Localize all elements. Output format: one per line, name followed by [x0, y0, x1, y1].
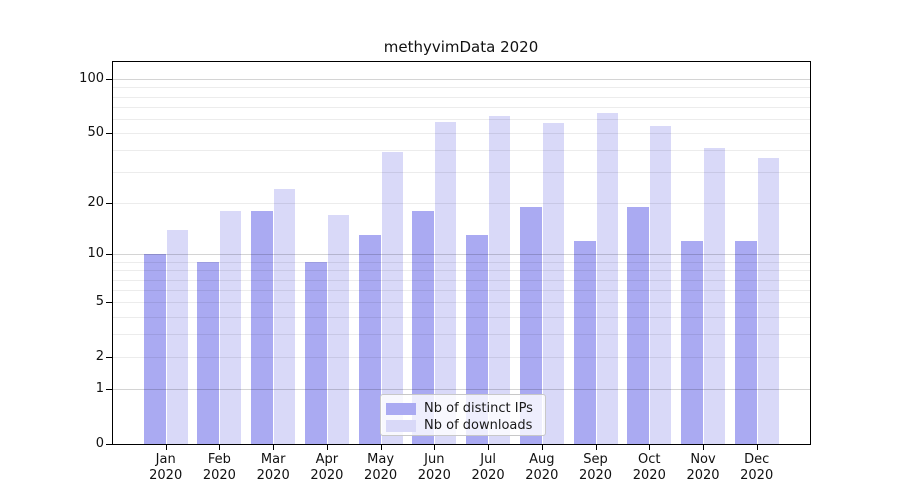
x-tick-mark — [165, 445, 167, 450]
x-tick-label: Oct 2020 — [622, 452, 676, 484]
x-tick-label: Feb 2020 — [192, 452, 246, 484]
bar-distinct-ips — [143, 254, 166, 444]
y-tick-mark — [106, 357, 112, 359]
gridline-major — [113, 79, 810, 80]
bar-distinct-ips — [573, 241, 596, 444]
bar-downloads — [166, 229, 188, 444]
legend-item-downloads: Nb of downloads — [386, 417, 537, 434]
x-tick-mark — [273, 445, 275, 450]
bar-downloads — [435, 121, 457, 444]
y-tick-mark — [106, 389, 112, 391]
y-tick-mark — [106, 444, 112, 445]
bar-distinct-ips — [358, 235, 381, 444]
gridline-minor — [113, 87, 810, 89]
x-tick-mark — [434, 445, 436, 450]
bar-downloads — [274, 189, 296, 444]
bar-downloads — [596, 112, 618, 444]
bar-distinct-ips — [681, 241, 703, 444]
bar-distinct-ips — [251, 211, 274, 444]
bar-downloads — [327, 215, 349, 444]
x-tick-year: 2020 — [525, 468, 559, 483]
x-tick-label: May 2020 — [354, 452, 408, 484]
bar-downloads — [381, 152, 403, 444]
x-tick-year: 2020 — [364, 468, 398, 483]
x-tick-year: 2020 — [149, 468, 183, 483]
y-tick-label: 50 — [87, 125, 104, 141]
x-tick-label: Mar 2020 — [246, 452, 300, 484]
x-tick-label: Jan 2020 — [139, 452, 193, 484]
y-tick-label: 100 — [79, 71, 104, 86]
bar-distinct-ips — [412, 211, 435, 444]
x-tick-year: 2020 — [202, 468, 236, 483]
bar-distinct-ips — [734, 241, 757, 444]
gridline-minor — [113, 96, 810, 98]
x-tick-mark — [541, 445, 543, 450]
x-tick-year: 2020 — [471, 468, 505, 483]
x-tick-year: 2020 — [310, 468, 344, 483]
x-tick-year: 2020 — [578, 468, 613, 483]
y-tick-mark — [106, 133, 112, 135]
chart-title: methyvimData 2020 — [383, 38, 539, 56]
y-tick-label: 2 — [95, 349, 104, 365]
bar-downloads — [489, 116, 511, 444]
x-tick-year: 2020 — [740, 468, 774, 483]
bar-downloads — [704, 148, 725, 444]
x-tick-mark — [703, 445, 704, 450]
x-tick-label: Nov 2020 — [676, 452, 730, 484]
x-tick-label: Dec 2020 — [730, 452, 784, 484]
x-tick-mark — [326, 445, 328, 450]
x-tick-mark — [756, 445, 758, 450]
x-tick-year: 2020 — [632, 468, 666, 483]
gridline-minor — [113, 118, 810, 120]
legend-item-distinct-ips: Nb of distinct IPs — [386, 400, 537, 417]
x-tick-year: 2020 — [256, 468, 290, 483]
y-tick-label: 5 — [95, 294, 104, 310]
plot-area: Nb of distinct IPs Nb of downloads — [112, 61, 811, 445]
legend-label-distinct-ips: Nb of distinct IPs — [424, 401, 533, 416]
bar-downloads — [220, 211, 242, 444]
legend-swatch-downloads — [386, 419, 416, 432]
bar-distinct-ips — [519, 207, 542, 444]
legend: Nb of distinct IPs Nb of downloads — [380, 394, 546, 436]
bar-distinct-ips — [627, 207, 650, 444]
bar-downloads — [757, 158, 779, 444]
y-tick-mark — [106, 302, 112, 304]
y-tick-mark — [106, 254, 112, 256]
legend-swatch-distinct-ips — [386, 402, 416, 415]
y-tick-label: 0 — [95, 436, 104, 451]
bar-downloads — [650, 125, 672, 444]
x-tick-mark — [219, 445, 221, 450]
bar-distinct-ips — [304, 261, 327, 444]
bar-distinct-ips — [197, 261, 220, 444]
x-tick-label: Apr 2020 — [300, 452, 354, 484]
y-tick-label: 1 — [95, 381, 104, 397]
gridline-minor — [113, 106, 810, 108]
x-tick-label: Sep 2020 — [569, 452, 623, 484]
x-tick-mark — [488, 445, 490, 450]
x-tick-year: 2020 — [417, 468, 451, 483]
x-tick-mark — [649, 445, 651, 450]
y-tick-label: 10 — [87, 246, 104, 262]
bar-downloads — [542, 122, 564, 444]
y-tick-mark — [106, 79, 112, 80]
gridline-minor — [113, 133, 810, 135]
x-tick-mark — [380, 445, 382, 450]
x-tick-year: 2020 — [686, 468, 720, 483]
x-tick-label: Aug 2020 — [515, 452, 569, 484]
x-tick-label: Jun 2020 — [407, 452, 461, 484]
bar-distinct-ips — [466, 235, 489, 444]
legend-label-downloads: Nb of downloads — [424, 418, 533, 433]
y-tick-label: 20 — [87, 195, 104, 211]
x-tick-mark — [595, 445, 597, 450]
y-tick-mark — [106, 203, 112, 205]
x-tick-label: Jul 2020 — [461, 452, 515, 484]
